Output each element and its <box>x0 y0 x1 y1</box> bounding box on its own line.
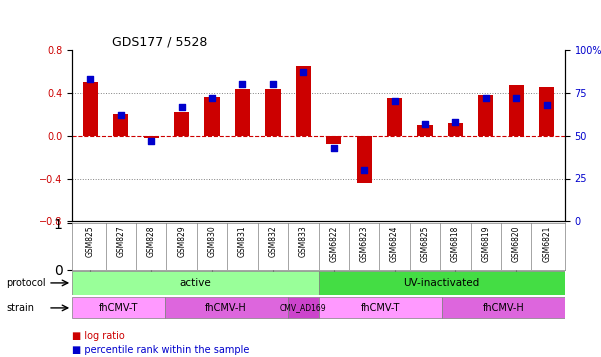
Bar <box>204 97 219 136</box>
FancyBboxPatch shape <box>319 297 442 318</box>
Text: GSM832: GSM832 <box>269 226 278 257</box>
Point <box>147 138 156 144</box>
Point <box>542 102 552 108</box>
Text: GSM6818: GSM6818 <box>451 226 460 262</box>
Point <box>359 167 369 173</box>
Point <box>420 121 430 126</box>
Bar <box>296 66 311 136</box>
Point <box>207 95 217 101</box>
Bar <box>539 87 554 136</box>
Point <box>177 104 186 109</box>
Point <box>511 95 521 101</box>
Text: GSM6820: GSM6820 <box>512 226 520 262</box>
Bar <box>83 82 98 136</box>
Point <box>390 99 400 104</box>
Text: strain: strain <box>6 303 34 313</box>
Bar <box>326 136 341 144</box>
Text: GSM6819: GSM6819 <box>481 226 490 262</box>
Bar <box>356 136 372 183</box>
Text: CMV_AD169: CMV_AD169 <box>280 303 326 312</box>
Text: UV-inactivated: UV-inactivated <box>404 278 480 288</box>
Text: GSM833: GSM833 <box>299 226 308 257</box>
Point <box>268 81 278 87</box>
Point <box>481 95 490 101</box>
Bar <box>265 89 281 136</box>
FancyBboxPatch shape <box>165 297 288 318</box>
Text: GSM829: GSM829 <box>177 226 186 257</box>
FancyBboxPatch shape <box>442 297 565 318</box>
FancyBboxPatch shape <box>72 297 165 318</box>
Bar <box>418 125 433 136</box>
Text: GSM6822: GSM6822 <box>329 226 338 262</box>
Text: fhCMV-H: fhCMV-H <box>206 303 247 313</box>
Text: GSM828: GSM828 <box>147 226 156 257</box>
Point <box>451 119 460 125</box>
Text: GDS177 / 5528: GDS177 / 5528 <box>112 36 207 49</box>
Text: active: active <box>180 278 211 288</box>
FancyBboxPatch shape <box>288 297 319 318</box>
Text: GSM6824: GSM6824 <box>390 226 399 262</box>
Point <box>299 69 308 75</box>
Bar <box>174 112 189 136</box>
Bar <box>508 85 524 136</box>
Text: ■ log ratio: ■ log ratio <box>72 331 125 341</box>
FancyBboxPatch shape <box>319 271 565 295</box>
Text: fhCMV-H: fhCMV-H <box>483 303 524 313</box>
Text: fhCMV-T: fhCMV-T <box>99 303 138 313</box>
Point <box>85 76 95 82</box>
Bar <box>387 98 402 136</box>
Bar <box>448 123 463 136</box>
Point <box>329 145 338 151</box>
Text: GSM6821: GSM6821 <box>542 226 551 262</box>
Text: GSM6825: GSM6825 <box>421 226 430 262</box>
Text: ■ percentile rank within the sample: ■ percentile rank within the sample <box>72 345 249 355</box>
Bar <box>235 89 250 136</box>
Bar <box>113 114 129 136</box>
Point <box>237 81 247 87</box>
Point <box>116 112 126 118</box>
Bar <box>478 95 493 136</box>
Text: fhCMV-T: fhCMV-T <box>361 303 400 313</box>
FancyBboxPatch shape <box>72 271 319 295</box>
Text: protocol: protocol <box>6 278 46 288</box>
Text: GSM830: GSM830 <box>207 226 216 257</box>
Bar <box>144 136 159 138</box>
Text: GSM827: GSM827 <box>117 226 125 257</box>
Text: GSM831: GSM831 <box>238 226 247 257</box>
Text: GSM825: GSM825 <box>86 226 95 257</box>
Text: GSM6823: GSM6823 <box>359 226 368 262</box>
